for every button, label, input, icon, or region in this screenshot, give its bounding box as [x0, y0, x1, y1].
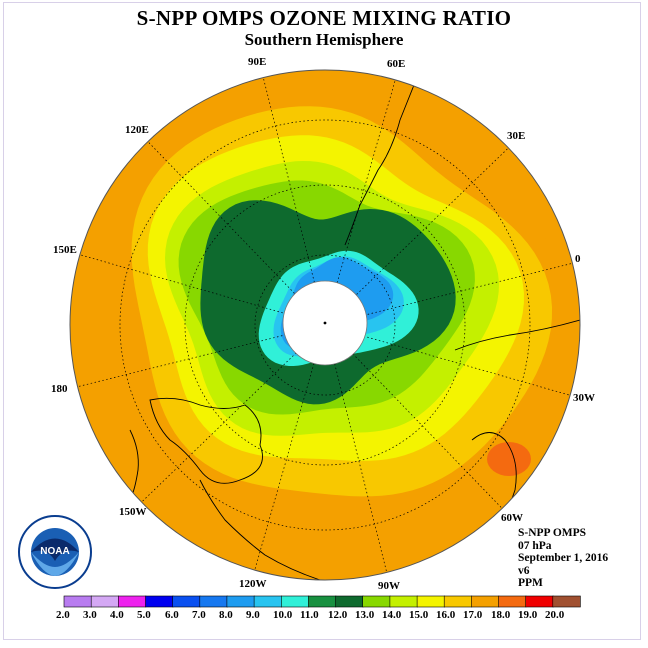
colorbar-swatch [335, 595, 364, 608]
longitude-label: 120E [125, 124, 149, 136]
colorbar-tick-label: 10.0 [273, 609, 293, 621]
chart-subtitle: Southern Hemisphere [244, 30, 404, 49]
colorbar-swatch [471, 595, 500, 608]
meridian-line [254, 324, 326, 571]
colorbar-tick-label: 2.0 [56, 609, 70, 621]
meridian-line [147, 141, 326, 326]
south-pole-dot [323, 321, 327, 325]
longitude-label: 150W [119, 506, 147, 518]
units-label: PPM [518, 577, 543, 590]
colorbar-tick-label: 17.0 [463, 609, 483, 621]
date-label: September 1, 2016 [518, 552, 609, 565]
figure-frame [3, 2, 641, 640]
colorbar-tick-label: 7.0 [192, 609, 206, 621]
meridian-line [324, 147, 509, 326]
colorbar-swatch [90, 595, 120, 608]
meridian-line [324, 324, 388, 573]
colorbar-tick-label: 19.0 [518, 609, 538, 621]
colorbar-tick-label: 13.0 [355, 609, 375, 621]
coastline [344, 70, 421, 246]
colorbar-swatch [308, 595, 337, 608]
coastline [199, 479, 321, 580]
colorbar [63, 595, 581, 608]
colorbar-tick-label: 12.0 [328, 609, 348, 621]
meridian-line [324, 262, 573, 326]
colorbar-swatch [226, 595, 255, 608]
noaa-logo: NOAA [18, 515, 92, 589]
colorbar-swatch [416, 595, 446, 608]
colorbar-tick-label: 18.0 [491, 609, 511, 621]
colorbar-swatch [172, 595, 201, 608]
latitude-circle [184, 184, 466, 466]
instrument-label: S-NPP OMPS [518, 527, 587, 539]
map-border [69, 69, 581, 581]
colorbar-swatch [552, 595, 581, 608]
logo-text: NOAA [40, 546, 69, 557]
longitude-label: 180 [51, 383, 68, 395]
colorbar-swatch [145, 595, 174, 608]
colorbar-tick-label: 16.0 [436, 609, 456, 621]
latitude-circle [119, 119, 531, 531]
colorbar-tick-label: 11.0 [300, 609, 319, 621]
longitude-label: 60W [501, 512, 523, 524]
colorbar-tick-label: 3.0 [83, 609, 97, 621]
longitude-label: 150E [53, 244, 77, 256]
longitude-label: 30W [573, 392, 595, 404]
colorbar-tick-label: 15.0 [409, 609, 429, 621]
meridian-line [262, 77, 326, 326]
colorbar-swatch [498, 595, 527, 608]
longitude-label: 60E [387, 58, 406, 70]
colorbar-swatch [443, 595, 473, 608]
meridian-line [324, 324, 503, 509]
coastline [454, 319, 580, 351]
meridian-line [77, 324, 326, 388]
longitude-label: 30E [507, 130, 526, 142]
colorbar-swatch [253, 595, 283, 608]
meridian-line [141, 324, 326, 503]
chart-title: S-NPP OMPS OZONE MIXING RATIO [136, 6, 512, 30]
colorbar-swatch [280, 595, 310, 608]
longitude-label: 0 [575, 253, 581, 265]
latitude-circle [254, 254, 396, 396]
colorbar-tick-label: 6.0 [165, 609, 179, 621]
colorbar-tick-label: 9.0 [246, 609, 260, 621]
colorbar-swatch [389, 595, 418, 608]
colorbar-swatch [63, 595, 92, 608]
colorbar-swatch [525, 595, 554, 608]
version-label: v6 [518, 564, 530, 577]
meridian-line [324, 79, 396, 326]
graticule [77, 77, 573, 573]
longitude-label: 120W [239, 578, 267, 590]
contour-high-17.5 [487, 442, 531, 476]
colorbar-swatch [362, 595, 391, 608]
meridian-line [79, 254, 326, 326]
longitude-label: 90E [248, 56, 267, 68]
longitude-label: 90W [378, 580, 400, 592]
colorbar-tick-label: 14.0 [382, 609, 402, 621]
colorbar-tick-label: 20.0 [545, 609, 565, 621]
map-info: S-NPP OMPS 07 hPa September 1, 2016 v6 P… [518, 527, 608, 590]
meridian-line [324, 324, 571, 396]
colorbar-tick-label: 5.0 [137, 609, 151, 621]
colorbar-swatch [199, 595, 228, 608]
colorbar-swatch [118, 595, 147, 608]
colorbar-tick-label: 4.0 [110, 609, 124, 621]
coastline [149, 397, 263, 484]
pressure-level-label: 07 hPa [518, 539, 552, 552]
colorbar-tick-label: 8.0 [219, 609, 233, 621]
